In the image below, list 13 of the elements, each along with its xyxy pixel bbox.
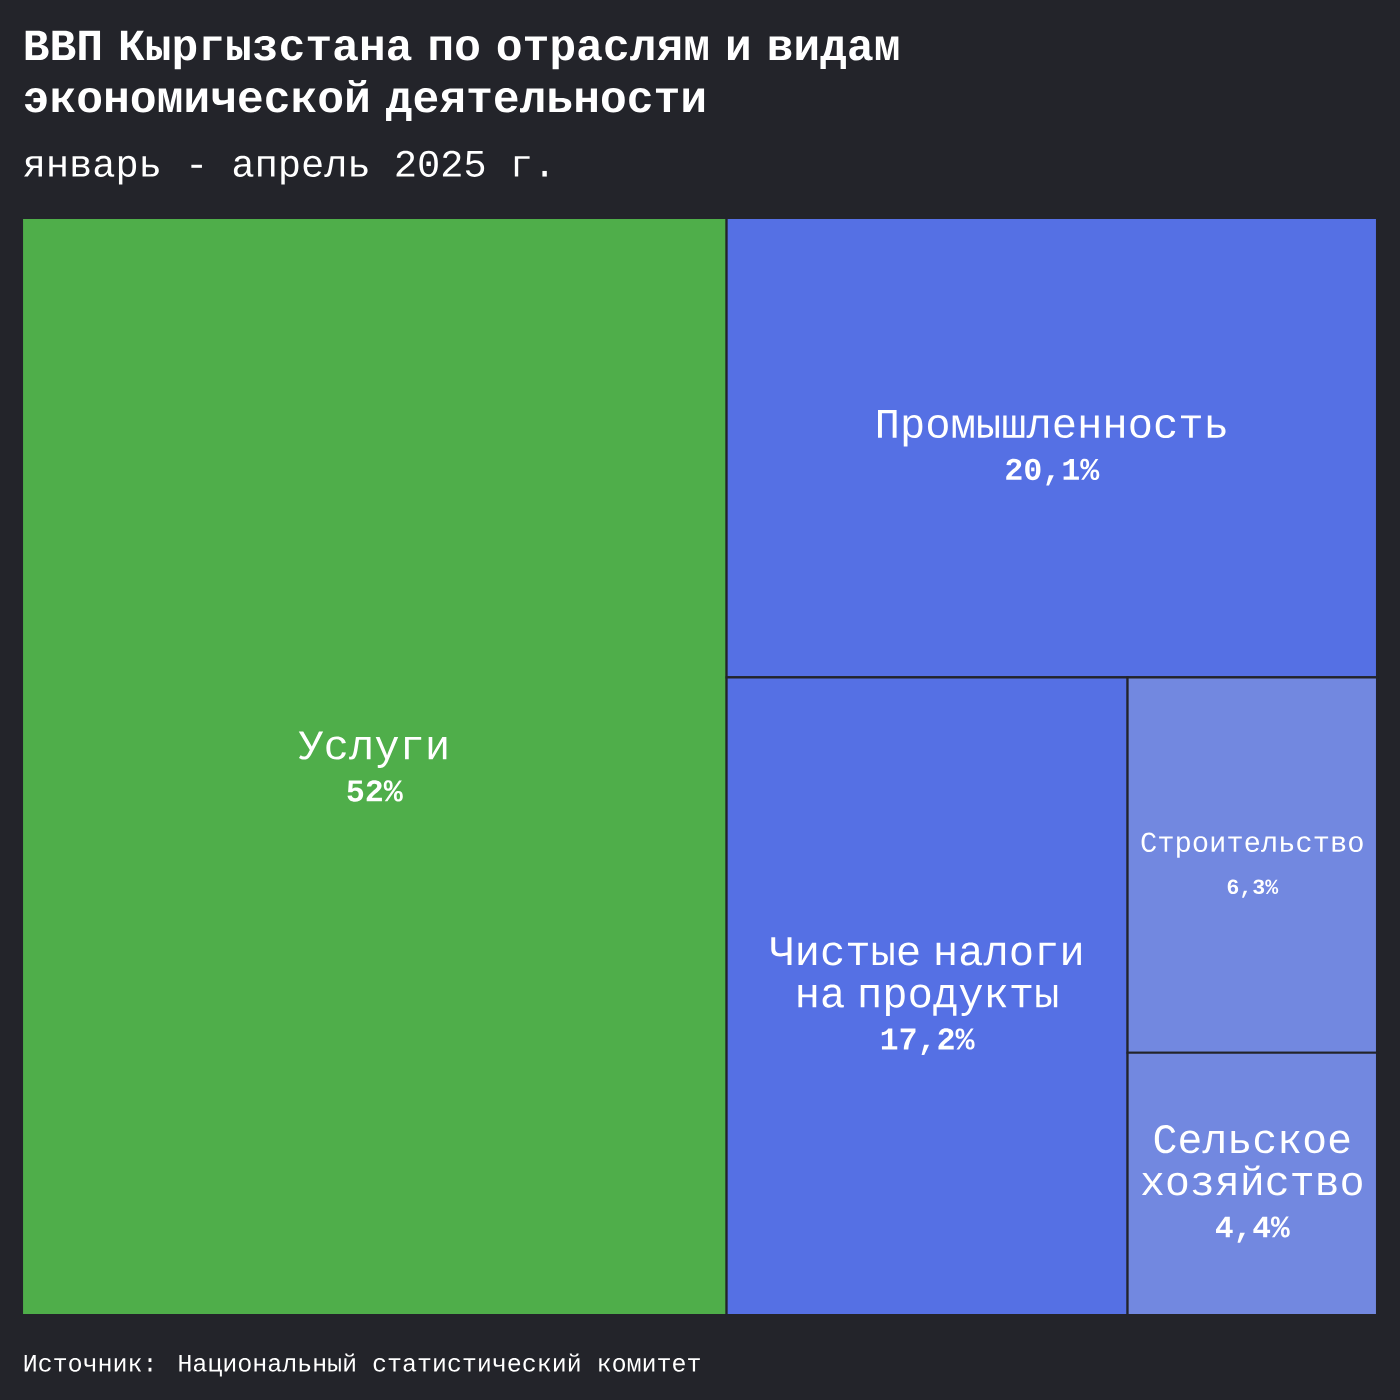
text: ВВП Кыргызстана по отраслям и видам экономической деятельности [24, 30, 899, 121]
category-label: Чистые налоги на продукты [771, 937, 1081, 1017]
category-label: Строительство [1141, 832, 1363, 858]
text: январь - апрель 2025 г. [24, 150, 547, 185]
data-label: 20,1% [1006, 458, 1100, 486]
data-label: 4,4% [1215, 1216, 1290, 1243]
data-label: 6,3% [1227, 879, 1279, 898]
data-label: 52% [347, 780, 403, 802]
data-label: 17,2% [881, 1028, 975, 1056]
category-label: Услуги [298, 731, 447, 768]
text: Источник: Национальный статистический комитет [24, 1353, 700, 1377]
category-label: Сельское хозяйство [1141, 1125, 1362, 1196]
category-label: Промышленность [878, 409, 1226, 447]
